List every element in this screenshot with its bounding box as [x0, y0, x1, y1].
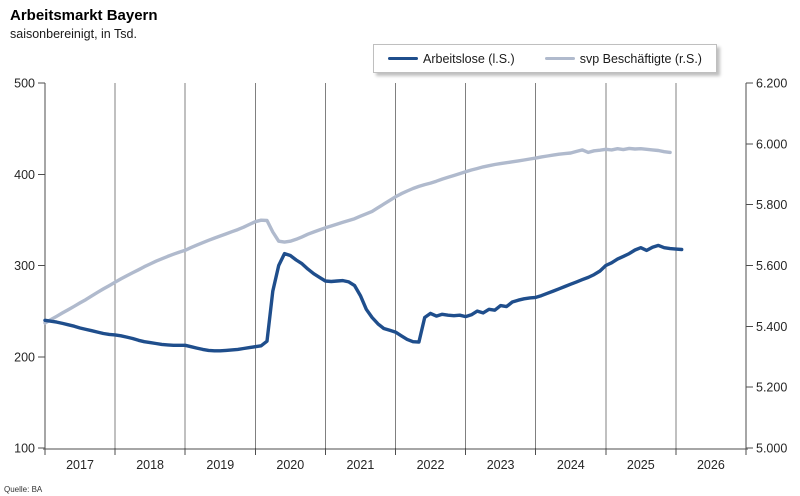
year-label: 2024	[557, 458, 585, 472]
year-label: 2022	[417, 458, 445, 472]
arbeitslose-line	[43, 243, 684, 353]
right-axis-label: 5.200	[756, 381, 787, 395]
year-label: 2020	[276, 458, 304, 472]
legend-label-beschaeftigte: svp Beschäftigte (r.S.)	[579, 51, 702, 66]
left-axis-label: 300	[14, 259, 35, 273]
beschaeftigte-line	[43, 146, 672, 325]
legend-item-arbeitslose: Arbeitslose (l.S.)	[388, 52, 515, 66]
year-label: 2018	[136, 458, 164, 472]
year-label: 2023	[487, 458, 515, 472]
right-axis-label: 6.200	[756, 77, 787, 91]
chart-legend: Arbeitslose (l.S.) svp Beschäftigte (r.S…	[373, 44, 717, 73]
right-axis-label: 6.000	[756, 137, 787, 151]
legend-item-beschaeftigte: svp Beschäftigte (r.S.)	[544, 51, 702, 66]
year-label: 2025	[627, 458, 655, 472]
left-axis-label: 100	[14, 442, 35, 456]
chart-subtitle: saisonbereinigt, in Tsd.	[10, 27, 137, 41]
right-axis-label: 5.000	[756, 442, 787, 456]
right-axis-label: 5.800	[756, 198, 787, 212]
beschaeftigte-line-swatch	[544, 56, 575, 61]
left-axis-label: 200	[14, 350, 35, 364]
year-label: 2026	[697, 458, 725, 472]
year-label: 2021	[346, 458, 374, 472]
arbeitslose-line-swatch	[388, 56, 418, 61]
chart-title: Arbeitsmarkt Bayern	[10, 7, 158, 24]
year-label: 2019	[206, 458, 234, 472]
right-axis-label: 5.600	[756, 259, 787, 273]
source-note: Quelle: BA	[4, 485, 43, 494]
year-label: 2017	[66, 458, 94, 472]
right-axis-label: 5.400	[756, 320, 787, 334]
legend-label-arbeitslose: Arbeitslose (l.S.)	[423, 51, 515, 66]
left-axis-label: 500	[14, 77, 35, 91]
left-axis-label: 400	[14, 168, 35, 182]
